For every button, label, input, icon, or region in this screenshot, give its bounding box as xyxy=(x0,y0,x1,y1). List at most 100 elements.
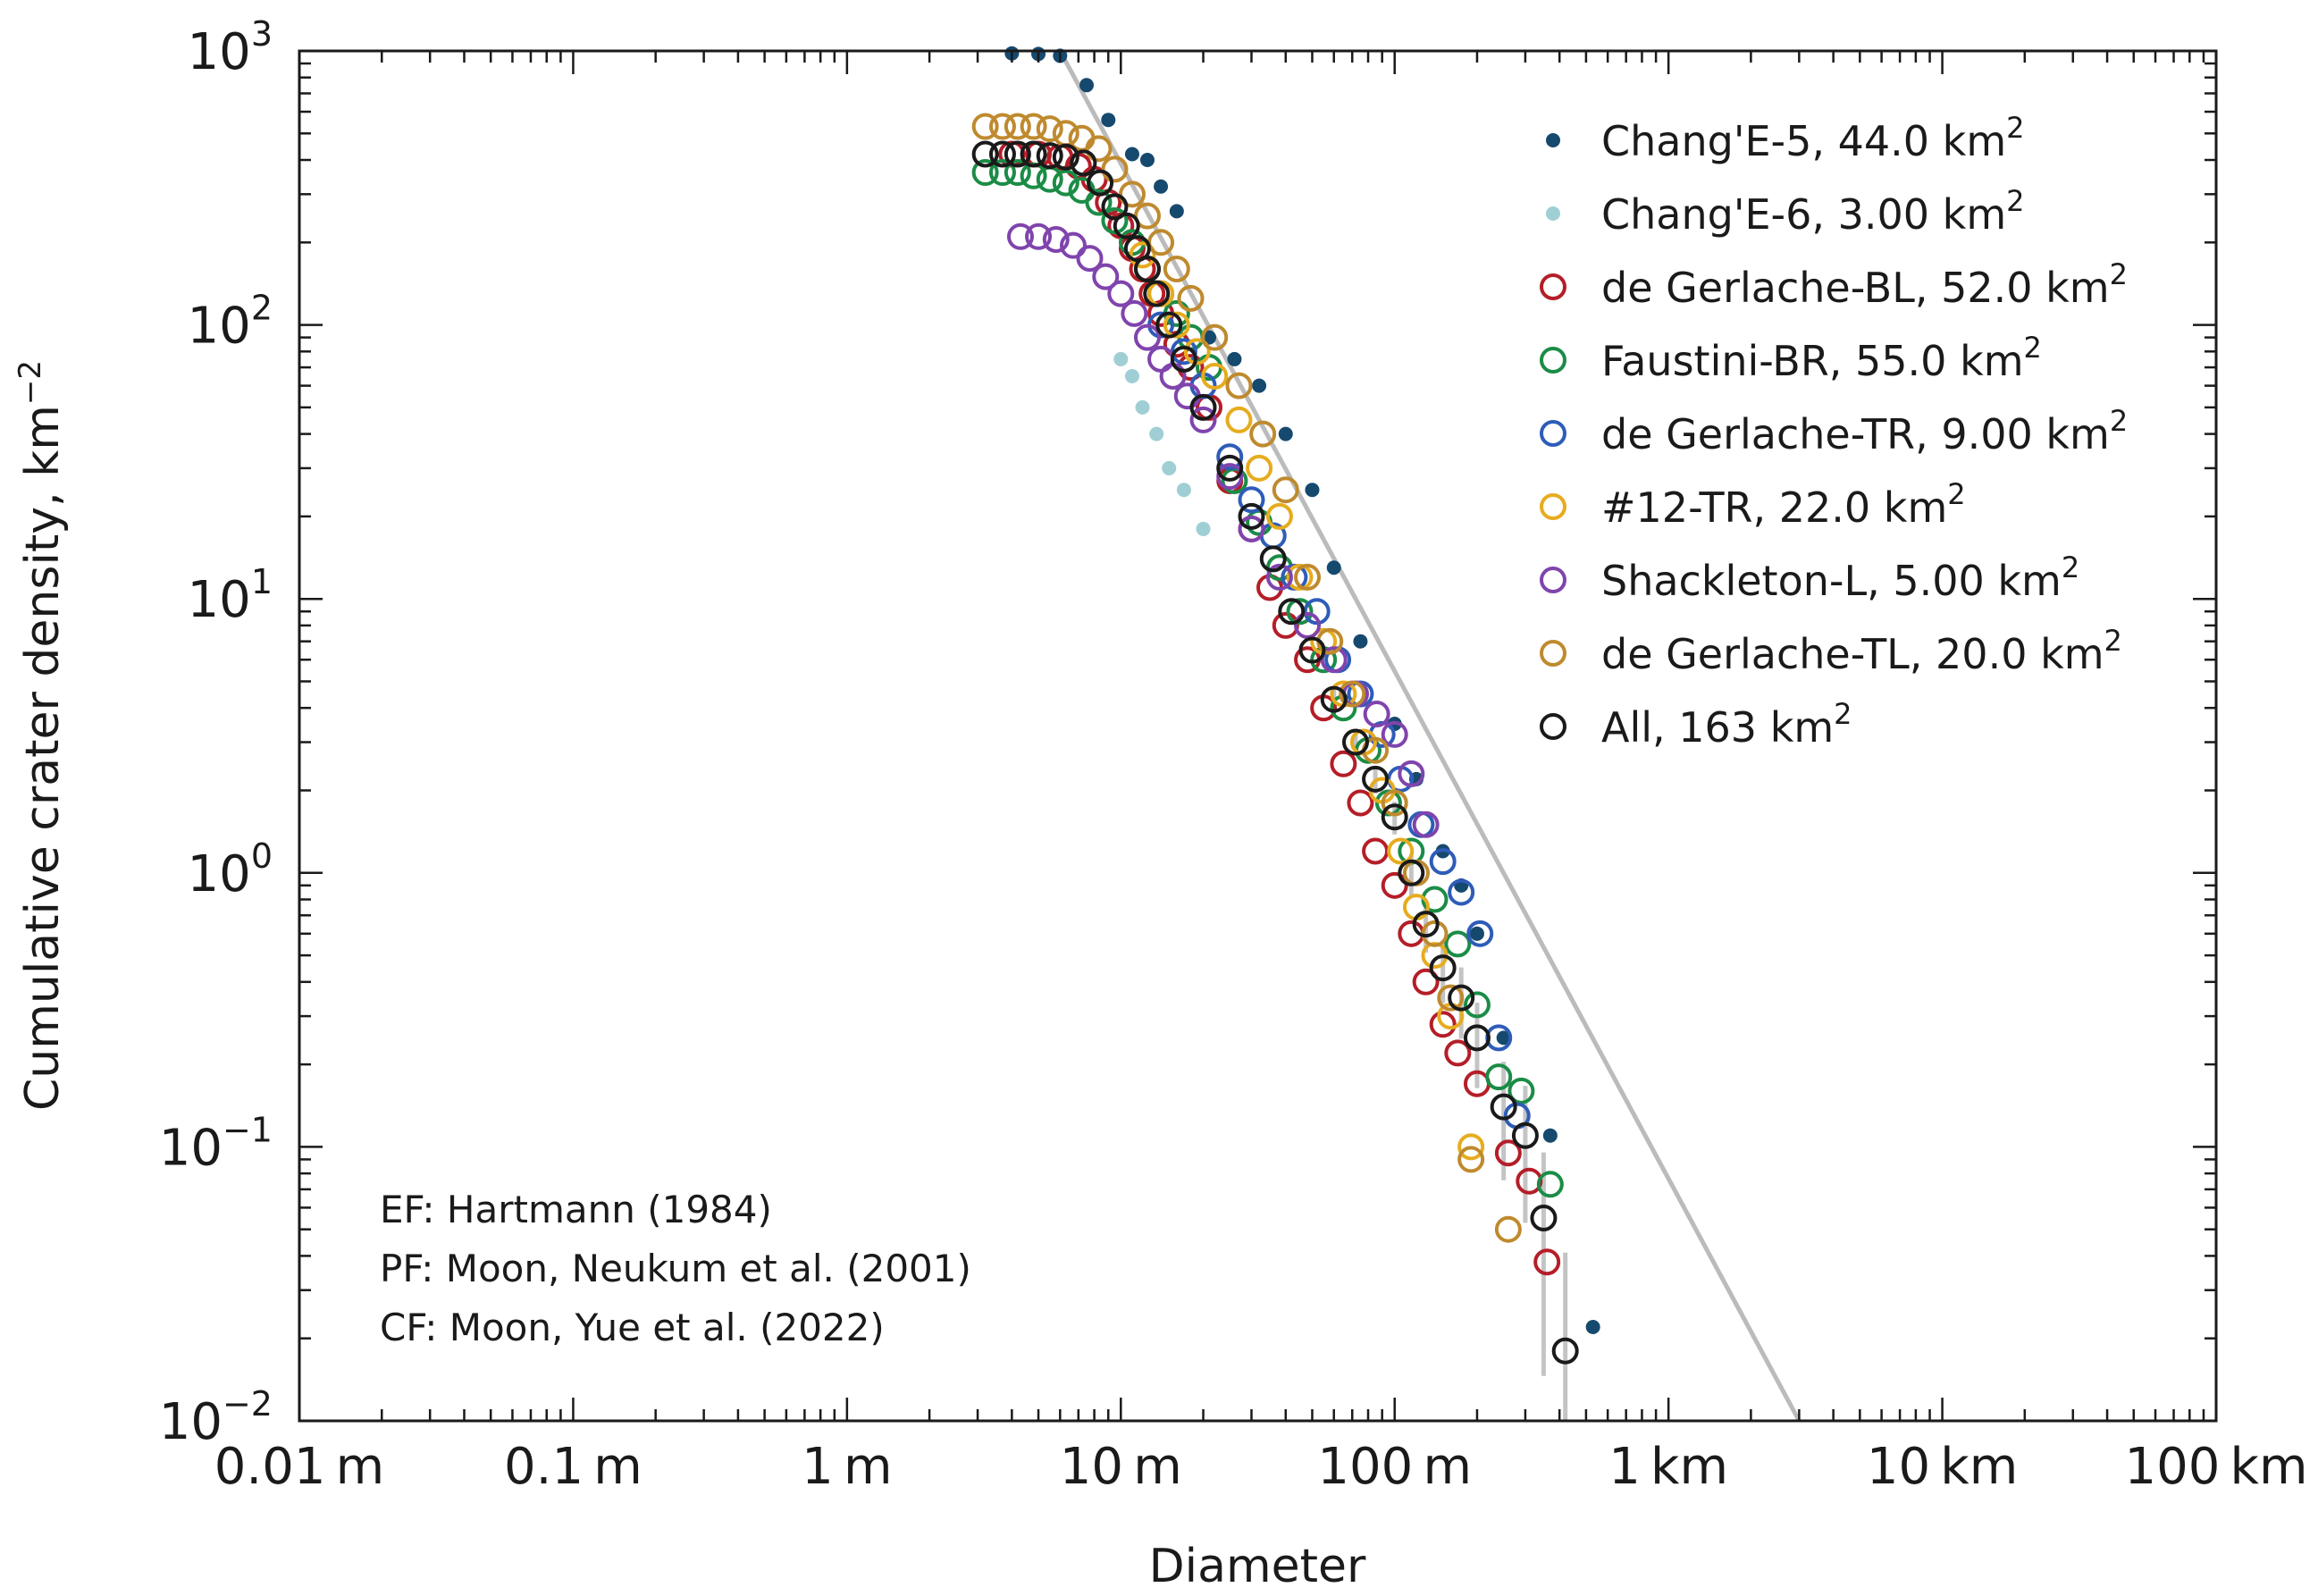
legend-item: de Gerlache-TL, 20.0 km2 xyxy=(1540,624,2122,678)
data-point-circle xyxy=(1085,189,1113,216)
data-point-circle xyxy=(1444,1039,1472,1067)
data-point-dot xyxy=(1305,483,1320,498)
x-tick-label: 100 km xyxy=(2124,1438,2307,1496)
data-point-circle xyxy=(1444,930,1472,958)
x-tick-label: 0.01 m xyxy=(214,1438,384,1496)
annotation-line: EF: Hartmann (1984) xyxy=(380,1188,772,1231)
legend-marker-dot xyxy=(1546,133,1560,147)
data-point-dot xyxy=(1585,1320,1600,1335)
legend-marker-dot xyxy=(1546,206,1560,221)
data-point-circle xyxy=(1429,848,1457,876)
y-tick-label-base: 10 xyxy=(188,298,251,356)
legend-label: de Gerlache-BL, 52.0 km2 xyxy=(1601,257,2128,312)
data-point-circle xyxy=(1183,338,1211,365)
data-point-dot xyxy=(1139,153,1155,168)
data-point-circle xyxy=(1249,420,1277,448)
series-all xyxy=(971,140,1579,1365)
series-chang-e-6 xyxy=(1113,351,1211,536)
data-point-circle xyxy=(1020,113,1047,140)
y-tick-label-exponent: −2 xyxy=(223,1384,273,1424)
data-point-circle xyxy=(1004,159,1031,187)
x-tick-labels: 0.01 m 0.1 m 1 m 10 m 100 m 1 km 10 km 100 km xyxy=(214,1438,2308,1496)
legend-marker-circle xyxy=(1540,273,1566,300)
data-point-dot xyxy=(1101,113,1116,128)
data-point-circle xyxy=(1303,598,1331,626)
legend-label-name: All, 163 km xyxy=(1601,703,1834,752)
data-point-circle xyxy=(1133,202,1161,230)
data-point-circle xyxy=(1025,223,1053,250)
data-point-dot xyxy=(1154,179,1169,194)
x-tick-label: 100 m xyxy=(1317,1438,1472,1496)
plot-frame xyxy=(298,49,2218,1423)
data-point-circle xyxy=(1398,760,1425,787)
legend-label-exponent: 2 xyxy=(2024,331,2042,365)
y-tick-label-exponent: 3 xyxy=(251,14,273,54)
legend-label: Chang'E-6, 3.00 km2 xyxy=(1601,184,2025,239)
data-point-circle xyxy=(1490,1093,1517,1121)
data-point-circle xyxy=(1042,226,1070,254)
y-tick-label-base: 10 xyxy=(188,845,251,903)
data-point-circle xyxy=(1272,476,1299,504)
legend-label-exponent: 2 xyxy=(2006,184,2024,218)
data-point-circle xyxy=(988,113,1016,140)
data-point-circle xyxy=(1341,728,1369,756)
data-point-dot xyxy=(1278,426,1293,441)
data-point-dot xyxy=(1162,460,1177,475)
data-point-circle xyxy=(1485,1063,1513,1091)
data-point-circle xyxy=(1381,803,1408,831)
legend-marker-circle xyxy=(1540,713,1566,740)
data-point-circle xyxy=(1006,223,1034,250)
data-point-dot xyxy=(1113,351,1129,366)
data-point-circle xyxy=(1339,680,1366,708)
legend-marker-circle xyxy=(1540,567,1566,593)
legend-label: Shackleton-L, 5.00 km2 xyxy=(1601,550,2079,605)
data-point-circle xyxy=(1004,140,1031,168)
data-point-circle xyxy=(988,140,1016,168)
data-point-dot xyxy=(1227,351,1242,366)
data-point-circle xyxy=(1463,1024,1491,1052)
legend-item: Chang'E-6, 3.00 km2 xyxy=(1546,184,2025,239)
y-axis-title-exponent: −2 xyxy=(13,360,48,405)
legend-label: #12-TR, 22.0 km2 xyxy=(1601,477,1966,532)
data-point-circle xyxy=(1437,984,1465,1012)
data-point-circle xyxy=(1320,685,1348,713)
data-point-circle xyxy=(1298,636,1326,664)
data-point-circle xyxy=(1457,1133,1485,1161)
data-point-circle xyxy=(1494,1215,1522,1243)
data-point-circle xyxy=(1511,1121,1539,1149)
data-point-circle xyxy=(1133,256,1161,283)
legend-label-exponent: 2 xyxy=(2062,550,2079,584)
data-point-dot xyxy=(1176,483,1191,498)
data-point-circle xyxy=(1107,280,1135,307)
data-point-circle xyxy=(1347,789,1374,817)
data-point-circle xyxy=(1508,1077,1535,1105)
legend-item: de Gerlache-BL, 52.0 km2 xyxy=(1540,257,2128,312)
legend-marker-circle xyxy=(1540,347,1566,374)
data-point-circle xyxy=(1387,837,1415,865)
data-point-dot xyxy=(1124,147,1139,162)
data-point-circle xyxy=(1259,545,1287,573)
data-point-circle xyxy=(1189,393,1217,421)
legend-label-exponent: 2 xyxy=(1947,477,1965,511)
data-point-circle xyxy=(1216,443,1244,471)
data-point-circle xyxy=(1225,372,1253,399)
data-point-circle xyxy=(1412,911,1440,938)
data-point-circle xyxy=(1201,323,1229,351)
legend-marker-circle xyxy=(1540,493,1566,520)
data-point-circle xyxy=(1070,149,1097,177)
data-point-circle xyxy=(1533,1248,1561,1276)
y-tick-label-base: 10 xyxy=(159,1119,223,1177)
legend-marker-circle xyxy=(1540,420,1566,447)
legend-item: Chang'E-5, 44.0 km2 xyxy=(1546,111,2025,165)
data-point-circle xyxy=(1463,991,1491,1019)
data-point-dot xyxy=(1169,204,1184,219)
legend-label-exponent: 2 xyxy=(2110,404,2128,438)
data-point-circle xyxy=(971,140,999,168)
legend-label-name: Faustini-BR, 55.0 km xyxy=(1601,337,2024,385)
data-point-circle xyxy=(1085,135,1113,163)
data-point-circle xyxy=(1225,406,1253,433)
data-point-dot xyxy=(1124,368,1139,383)
legend-label-exponent: 2 xyxy=(2104,624,2122,658)
legend-item: Faustini-BR, 55.0 km2 xyxy=(1540,331,2042,385)
data-point-circle xyxy=(1286,598,1314,626)
